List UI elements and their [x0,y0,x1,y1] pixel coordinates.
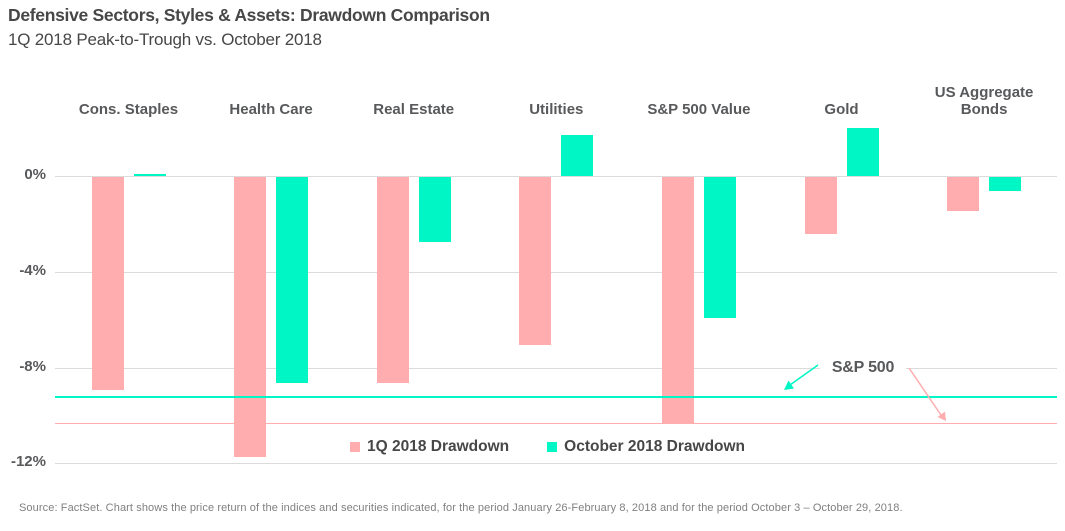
gridline-8 [55,367,1057,369]
legend-label: 1Q 2018 Drawdown [367,438,510,455]
bar-october-2018-drawdown-gold [846,128,879,176]
sp500-annotation-label: S&P 500 [820,357,906,380]
category-label-health-care: Health Care [229,101,313,118]
reference-line-s-p-500-1q-2018-drawdown [55,422,1057,425]
bar-october-2018-drawdown-us-aggregate-bonds [989,177,1022,192]
bar-october-2018-drawdown-utilities [561,135,594,176]
bar-1q-2018-drawdown-cons-staples [91,177,124,391]
category-label-us-aggregate-bonds: US Aggregate Bonds [934,84,1034,118]
legend-swatch [350,442,360,452]
chart-legend: 1Q 2018 Drawdown October 2018 Drawdown [350,438,745,456]
legend-label: October 2018 Drawdown [564,438,746,455]
bar-1q-2018-drawdown-real-estate [376,177,409,383]
y-axis-tick-label: -12% [10,453,46,471]
y-axis-tick-label: -4% [19,261,46,279]
bar-october-2018-drawdown-health-care [276,177,309,383]
category-label-real-estate: Real Estate [373,101,455,118]
bar-1q-2018-drawdown-us-aggregate-bonds [947,177,980,211]
category-label-s-p-500-value: S&P 500 Value [647,101,751,118]
chart-title: Defensive Sectors, Styles & Assets: Draw… [8,5,490,25]
chart-subtitle: 1Q 2018 Peak-to-Trough vs. October 2018 [8,30,322,49]
bar-october-2018-drawdown-s-p-500-value [703,177,736,319]
bar-1q-2018-drawdown-gold [804,177,837,235]
category-label-gold: Gold [824,101,859,118]
gridline-0 [55,176,1057,177]
bar-1q-2018-drawdown-s-p-500-value [661,177,694,424]
bar-1q-2018-drawdown-health-care [234,177,267,458]
bar-1q-2018-drawdown-utilities [519,177,552,345]
legend-item-1q-2018-drawdown: 1Q 2018 Drawdown [350,438,509,456]
bar-october-2018-drawdown-cons-staples [133,173,166,176]
source-note: Source: FactSet. Chart shows the price r… [19,502,903,514]
gridline-12 [55,463,1057,465]
legend-item-october-2018-drawdown: October 2018 Drawdown [547,438,745,456]
category-label-utilities: Utilities [529,101,584,118]
gridline-4 [55,271,1057,273]
bar-october-2018-drawdown-real-estate [418,177,451,242]
y-axis-tick-label: -8% [19,357,46,375]
legend-swatch [547,442,558,452]
category-label-cons-staples: Cons. Staples [78,101,179,118]
y-axis-tick-label: 0% [24,166,46,183]
reference-line-s-p-500-october-2018-drawdown [55,396,1057,399]
